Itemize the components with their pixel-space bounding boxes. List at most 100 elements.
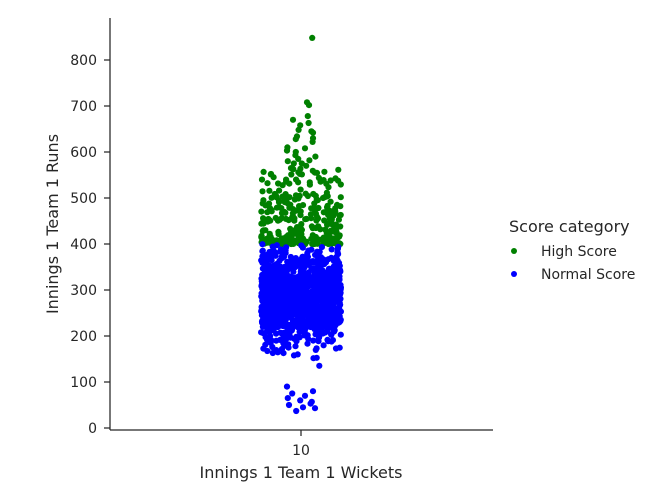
normal-score-point — [335, 298, 343, 305]
high-score-point — [288, 171, 295, 178]
normal-score-point — [311, 405, 319, 412]
normal-score-point — [281, 306, 288, 313]
high-score-point — [306, 157, 313, 164]
high-score-point — [297, 212, 304, 219]
normal-score-point — [259, 277, 266, 284]
high-score-point — [276, 187, 283, 194]
y-tick-label: 100 — [70, 375, 97, 391]
y-tick-label: 500 — [70, 191, 97, 207]
high-score-point — [308, 205, 315, 212]
normal-score-point — [284, 395, 291, 402]
high-score-point — [320, 209, 327, 216]
x-tick-label: 10 — [292, 443, 310, 459]
normal-score-point — [311, 298, 318, 305]
y-tick-label: 200 — [70, 329, 97, 345]
normal-score-point — [291, 299, 298, 306]
high-score-point — [336, 212, 343, 219]
high-score-point — [283, 147, 291, 154]
normal-score-point — [314, 316, 321, 323]
normal-score-point — [327, 277, 334, 284]
high-score-point — [290, 160, 297, 167]
normal-score-point — [310, 355, 317, 362]
normal-score-point — [273, 337, 280, 344]
normal-score-point — [275, 272, 282, 279]
high-score-point — [284, 158, 291, 165]
high-score-point — [336, 233, 343, 240]
normal-score-point — [289, 257, 296, 264]
normal-score-point — [262, 258, 269, 265]
high-score-point — [260, 168, 267, 175]
high-score-point — [259, 200, 266, 207]
high-score-point — [305, 119, 312, 127]
normal-score-point — [277, 329, 284, 336]
y-axis-ticks: 0 100 200 300 400 500 600 700 800 — [70, 53, 110, 437]
normal-score-point — [329, 309, 336, 316]
high-score-point — [264, 180, 271, 187]
normal-score-point — [270, 277, 277, 284]
high-score-point — [309, 138, 316, 145]
high-score-point — [330, 235, 337, 242]
high-score-point — [296, 203, 303, 210]
normal-score-point — [320, 342, 327, 349]
normal-score-point — [333, 283, 340, 290]
normal-score-point — [301, 332, 308, 339]
high-score-point — [327, 177, 334, 184]
high-score-point — [337, 223, 344, 230]
high-score-point — [291, 196, 298, 203]
y-axis-label: Innings 1 Team 1 Runs — [43, 134, 62, 314]
normal-score-point — [269, 319, 276, 326]
legend-label-normal-score: Normal Score — [541, 267, 635, 283]
normal-score-point — [272, 288, 279, 295]
high-score-point — [276, 204, 283, 211]
high-score-point — [264, 209, 271, 216]
normal-score-point — [293, 338, 300, 345]
normal-score-point — [289, 289, 296, 296]
normal-score-point — [303, 310, 310, 318]
normal-score-point — [335, 259, 343, 266]
high-score-point — [297, 186, 304, 193]
normal-score-point — [275, 280, 282, 287]
normal-score-point — [283, 244, 290, 251]
normal-score-point — [282, 250, 289, 257]
high-score-point — [303, 215, 310, 222]
normal-score-point — [321, 304, 328, 312]
high-score-point — [321, 217, 328, 224]
y-tick-label: 600 — [70, 145, 97, 161]
normal-score-point — [264, 347, 271, 355]
high-score-point — [315, 223, 322, 230]
high-score-point — [295, 126, 302, 133]
high-score-point — [304, 113, 311, 120]
high-score-point — [337, 194, 344, 201]
normal-score-point — [313, 285, 320, 292]
normal-score-point — [313, 345, 320, 352]
normal-score-point — [285, 331, 292, 338]
normal-score-point — [282, 340, 289, 347]
normal-score-point — [316, 278, 323, 286]
high-score-point — [260, 219, 267, 226]
high-score-point — [324, 221, 331, 228]
high-score-point — [267, 233, 274, 240]
normal-score-point — [261, 266, 268, 273]
high-score-point — [295, 231, 302, 238]
high-score-point — [309, 34, 316, 42]
high-score-point — [267, 217, 274, 224]
normal-score-point — [294, 351, 301, 358]
normal-score-point — [273, 347, 280, 354]
high-score-point — [303, 162, 310, 169]
normal-score-point — [297, 397, 304, 404]
normal-score-point — [286, 314, 293, 321]
high-score-point — [259, 188, 266, 195]
high-score-point — [275, 197, 283, 204]
normal-score-point — [262, 294, 269, 301]
normal-score-point — [274, 303, 281, 310]
high-score-point — [267, 171, 274, 178]
high-score-point — [260, 227, 267, 234]
high-score-point — [289, 116, 297, 123]
legend-marker-high-score — [511, 248, 517, 254]
normal-score-point — [336, 267, 343, 275]
normal-score-point — [301, 392, 309, 399]
high-score-point — [327, 198, 334, 205]
normal-score-point — [316, 248, 323, 255]
normal-score-point — [304, 299, 311, 306]
normal-score-point — [283, 383, 291, 390]
